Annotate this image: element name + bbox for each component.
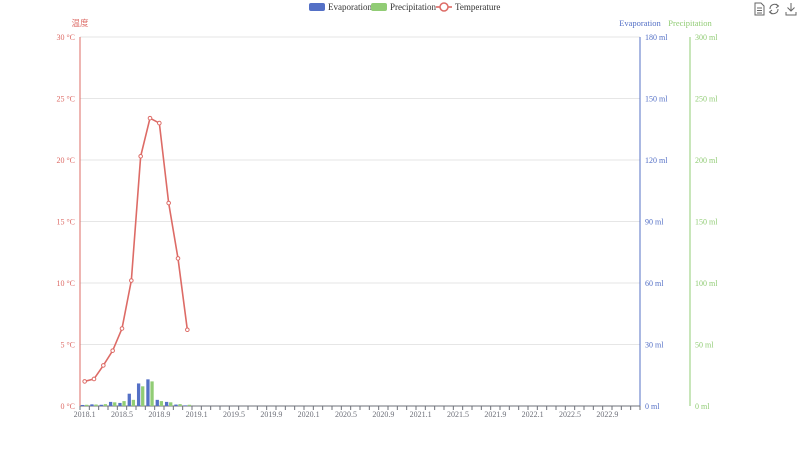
evaporation-bar[interactable] — [80, 404, 85, 406]
temperature-point[interactable] — [101, 363, 106, 368]
y-tick-label-precipitation: 250 ml — [695, 95, 718, 104]
x-tick-label: 2022.5 — [559, 410, 581, 419]
y-axis-name-evaporation: Evaporation — [619, 18, 661, 28]
evaporation-bar[interactable] — [99, 404, 103, 406]
evaporation-bar[interactable] — [146, 379, 150, 406]
precipitation-bar[interactable] — [159, 401, 164, 406]
precipitation-bar[interactable] — [113, 402, 117, 406]
y-tick-label-precipitation: 50 ml — [695, 341, 714, 350]
y-axis-name-temperature: 温度 — [71, 18, 89, 28]
evaporation-bar[interactable] — [164, 401, 169, 406]
y-tick-label-temperature: 15 °C — [56, 218, 75, 227]
x-tick-label: 2021.1 — [410, 410, 432, 419]
y-tick-label-precipitation: 150 ml — [695, 218, 718, 227]
y-tick-label-precipitation: 100 ml — [695, 279, 718, 288]
y-tick-label-evaporation: 30 ml — [645, 341, 664, 350]
precipitation-bar[interactable] — [169, 402, 173, 406]
y-tick-label-temperature: 0 °C — [60, 402, 75, 411]
y-tick-label-temperature: 10 °C — [56, 279, 75, 288]
y-tick-label-temperature: 25 °C — [56, 95, 75, 104]
temperature-point[interactable] — [147, 115, 153, 121]
x-tick-label: 2021.9 — [484, 410, 506, 419]
x-tick-label: 2022.9 — [596, 410, 618, 419]
precipitation-bar[interactable] — [94, 404, 98, 406]
temperature-point[interactable] — [82, 379, 87, 384]
temperature-point[interactable] — [166, 200, 171, 206]
y-tick-label-evaporation: 0 ml — [645, 402, 660, 411]
evaporation-bar[interactable] — [127, 393, 131, 406]
legend-label-precipitation: Precipitation — [390, 2, 436, 12]
x-tick-label: 2019.9 — [260, 410, 282, 419]
legend-swatch-temperature-marker[interactable] — [439, 2, 449, 12]
temperature-point[interactable] — [157, 120, 162, 126]
temperature-point[interactable] — [138, 154, 143, 159]
temperature-point[interactable] — [129, 278, 134, 283]
precipitation-bar[interactable] — [178, 404, 182, 406]
temperature-point[interactable] — [119, 326, 125, 331]
precipitation-bar[interactable] — [131, 399, 136, 406]
evaporation-bar[interactable] — [136, 383, 141, 406]
temperature-point[interactable] — [110, 348, 115, 353]
y-tick-label-temperature: 30 °C — [56, 33, 75, 42]
legend-swatch-evaporation[interactable] — [309, 3, 325, 11]
x-tick-label: 2019.1 — [186, 410, 208, 419]
evaporation-bar[interactable] — [118, 402, 122, 406]
temperature-point[interactable] — [91, 376, 97, 382]
evaporation-bar[interactable] — [183, 405, 187, 406]
x-tick-label: 2020.9 — [372, 410, 394, 419]
y-tick-label-evaporation: 120 ml — [645, 156, 668, 165]
temperature-line — [84, 116, 189, 383]
x-tick-label: 2021.5 — [447, 410, 469, 419]
y-tick-label-precipitation: 300 ml — [695, 33, 718, 42]
y-tick-label-evaporation: 90 ml — [645, 218, 664, 227]
y-tick-label-precipitation: 0 ml — [695, 402, 710, 411]
temperature-point[interactable] — [185, 327, 190, 333]
y-tick-label-temperature: 5 °C — [60, 341, 75, 350]
y-tick-label-precipitation: 200 ml — [695, 156, 718, 165]
x-tick-label: 2020.5 — [335, 410, 357, 419]
legend-label-temperature: Temperature — [455, 2, 500, 12]
y-axis-name-precipitation: Precipitation — [668, 18, 712, 28]
precipitation-bar[interactable] — [103, 404, 108, 406]
x-tick-label: 2018.5 — [111, 410, 133, 419]
evaporation-bar[interactable] — [174, 404, 178, 406]
y-tick-label-evaporation: 180 ml — [645, 33, 668, 42]
evaporation-bar[interactable] — [90, 404, 94, 406]
legend-label-evaporation: Evaporation — [328, 2, 372, 12]
y-tick-label-evaporation: 150 ml — [645, 95, 668, 104]
restore-icon[interactable] — [768, 3, 780, 15]
precipitation-bar[interactable] — [141, 386, 145, 406]
evaporation-bar[interactable] — [155, 399, 159, 406]
x-tick-label: 2018.1 — [74, 410, 96, 419]
temperature-point[interactable] — [175, 256, 181, 261]
legend-swatch-precipitation[interactable] — [371, 3, 387, 11]
save-as-image-icon[interactable] — [785, 3, 797, 16]
evaporation-bar[interactable] — [108, 401, 113, 406]
x-tick-label: 2022.1 — [522, 410, 544, 419]
data-view-icon[interactable] — [754, 2, 765, 16]
y-tick-label-evaporation: 60 ml — [645, 279, 664, 288]
precipitation-bar[interactable] — [122, 401, 126, 406]
x-tick-label: 2020.1 — [298, 410, 320, 419]
precipitation-bar[interactable] — [85, 404, 89, 406]
precipitation-bar[interactable] — [150, 381, 154, 406]
y-tick-label-temperature: 20 °C — [56, 156, 75, 165]
x-tick-label: 2019.5 — [223, 410, 245, 419]
x-tick-label: 2018.9 — [148, 410, 170, 419]
precipitation-bar[interactable] — [187, 404, 192, 406]
